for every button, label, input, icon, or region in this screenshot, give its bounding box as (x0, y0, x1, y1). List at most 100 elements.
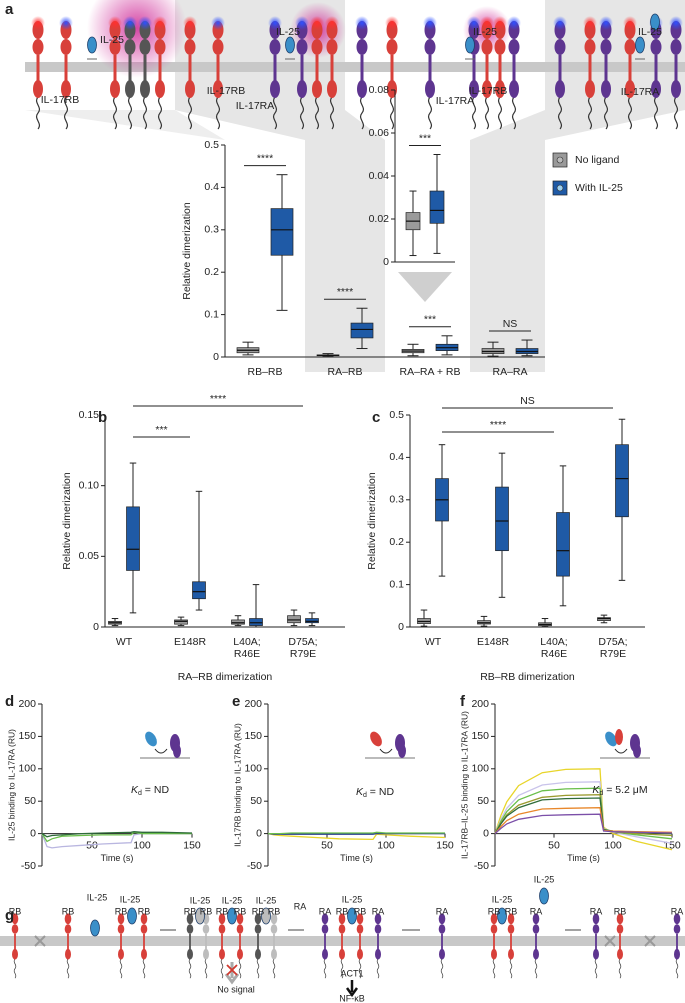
receptor-intra (270, 80, 280, 98)
receptor-intra (357, 80, 367, 98)
receptor-d1 (186, 913, 194, 925)
receptor-intra (187, 948, 193, 960)
shaded-region (25, 110, 225, 140)
x-axis-label: Time (s) (101, 853, 134, 863)
receptor-d1 (270, 913, 278, 925)
label: RB (234, 906, 247, 916)
receptor (268, 16, 282, 130)
label: IL-25 (222, 895, 243, 905)
x-tick-label: WT (116, 636, 133, 648)
receptor-d2 (507, 924, 515, 934)
panel-label: f (460, 693, 466, 710)
fluorophore (211, 16, 225, 30)
y-tick-label: 0.4 (204, 181, 219, 193)
receptor-intra (140, 80, 150, 98)
box (305, 618, 319, 624)
y-tick-label: 0.08 (369, 84, 390, 96)
fluorophore (355, 16, 369, 30)
receptor-d2 (386, 39, 398, 55)
receptor (140, 913, 148, 979)
fluorophore (310, 16, 324, 30)
receptor-d2 (670, 39, 682, 55)
receptor (254, 913, 262, 979)
y-axis-label: Relative dimerization (61, 472, 73, 570)
receptor-d2 (109, 39, 121, 55)
receptor (338, 913, 346, 979)
receptor-tail (187, 96, 193, 130)
box (350, 322, 374, 339)
y-tick-label: 0.10 (79, 479, 100, 491)
receptor (623, 16, 637, 130)
label: IL-17RA (236, 100, 275, 112)
x-axis-label: Time (s) (567, 853, 600, 863)
y-tick-label: 100 (471, 763, 489, 775)
receptor-intra (593, 948, 599, 960)
label: RA (590, 906, 603, 916)
y-tick-label: 0.4 (389, 451, 404, 463)
y-tick-label: 0.5 (204, 139, 219, 151)
significance-label: *** (424, 314, 436, 326)
x-tick-label: 50 (321, 839, 333, 851)
receptor-intra (375, 948, 381, 960)
fluorophore (493, 16, 507, 30)
x-tick-label: L40A; R46E (540, 636, 567, 660)
x-axis-label: RA–RB dimerization (178, 671, 273, 683)
receptor-d2 (60, 39, 72, 55)
x-mark (644, 935, 656, 947)
receptor-intra (155, 80, 165, 98)
receptor-d1 (490, 913, 498, 925)
receptor-tail (376, 958, 380, 979)
receptor-d2 (212, 39, 224, 55)
receptor-tail (557, 96, 563, 130)
y-tick-label: 0.02 (369, 213, 390, 225)
receptor-d2 (154, 39, 166, 55)
receptor-tail (358, 958, 362, 979)
ligand (635, 36, 645, 54)
sensorgram (494, 807, 673, 835)
receptor-tail (188, 958, 192, 979)
sensorgram (494, 797, 673, 835)
panel-label: c (372, 409, 380, 426)
legend-dot (556, 184, 564, 192)
fluorophore (268, 16, 282, 30)
fluorophore (325, 16, 339, 30)
significance-label: **** (337, 286, 353, 298)
label: RB (62, 906, 75, 916)
receptor (583, 16, 597, 130)
receptor-d2 (184, 39, 196, 55)
label: IL-25 (492, 894, 513, 904)
receptor-intra (327, 80, 337, 98)
x-tick-label: WT (425, 636, 442, 648)
sensorgram (267, 832, 446, 841)
x-axis-label: Time (s) (340, 853, 373, 863)
receptor-intra (219, 948, 225, 960)
receptor-d2 (600, 39, 612, 55)
receptor-intra (271, 948, 277, 960)
fluorophore (385, 16, 399, 30)
receptor-intra (203, 948, 209, 960)
receptor-tail (389, 96, 395, 130)
receptor-d1 (356, 913, 364, 925)
receptor-d2 (374, 924, 382, 934)
y-tick-label: 0 (483, 827, 489, 839)
y-tick-label: 0.3 (389, 494, 404, 506)
receptor (183, 16, 197, 130)
box (192, 581, 206, 600)
receptor-d2 (490, 924, 498, 934)
y-tick-label: 0 (30, 827, 36, 839)
label: RA (372, 906, 385, 916)
box (429, 190, 445, 224)
y-tick-label: 0 (398, 621, 404, 633)
receptor-intra (617, 948, 623, 960)
y-tick-label: 0 (256, 827, 262, 839)
y-tick-label: 200 (244, 698, 262, 710)
receptor-tail (618, 958, 622, 979)
fluorophore (183, 16, 197, 30)
y-axis-label: Relative dimerization (181, 202, 193, 300)
icon-receptor (633, 744, 641, 758)
label: IL-17RA (621, 86, 660, 98)
receptor (64, 913, 72, 979)
label: IL-25 (638, 26, 662, 38)
sensorgram (41, 831, 193, 838)
